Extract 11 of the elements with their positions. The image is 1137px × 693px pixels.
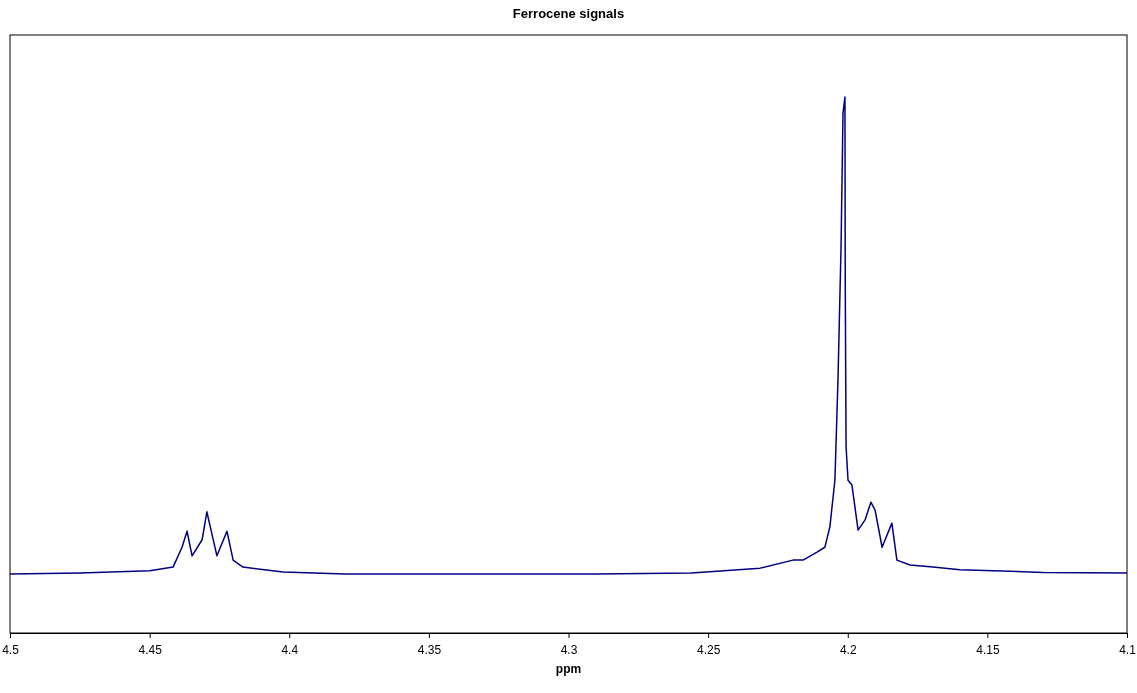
x-tick-label: 4.25 — [696, 643, 721, 658]
x-tick-label: 4.2 — [839, 643, 857, 658]
chart-title: Ferrocene signals — [512, 6, 625, 21]
x-tick-label: 4.35 — [417, 643, 442, 658]
x-tick-label: 4.15 — [976, 643, 1000, 658]
x-tick-label: 4.45 — [138, 643, 163, 658]
x-tick-label: 4.1 — [1119, 643, 1137, 658]
x-tick-label: 4.4 — [281, 643, 299, 658]
x-axis-title: ppm — [555, 662, 582, 676]
x-tick-label: 4.5 — [2, 643, 20, 658]
x-tick-label: 4.3 — [560, 643, 578, 658]
